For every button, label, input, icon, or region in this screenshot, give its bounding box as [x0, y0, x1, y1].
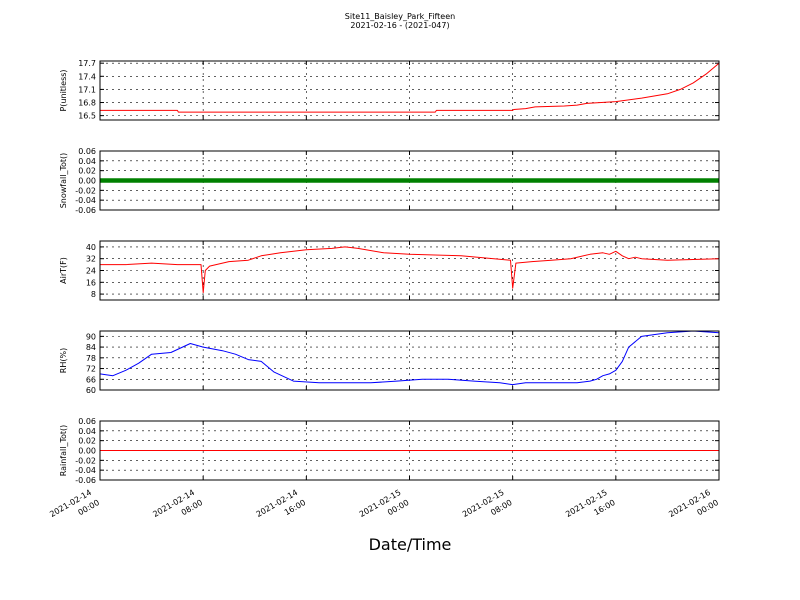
- y-tick-label: -0.04: [75, 466, 96, 475]
- y-tick-label: 0.00: [78, 447, 96, 456]
- y-tick-label: 40: [86, 243, 96, 252]
- chart-title: Site11_Baisley_Park_Fifteen: [344, 12, 456, 21]
- y-tick-label: -0.06: [75, 206, 96, 215]
- y-axis-label: RH(%): [59, 348, 68, 373]
- y-tick-label: 90: [86, 332, 96, 341]
- y-tick-label: 84: [86, 343, 96, 352]
- y-tick-label: 0.02: [78, 167, 96, 176]
- plot-frame: [99, 150, 720, 211]
- series-line: [100, 62, 720, 113]
- y-tick-label: -0.02: [75, 186, 96, 195]
- series-line: [100, 246, 720, 294]
- y-tick-label: 72: [86, 365, 96, 374]
- plot-frame: [99, 330, 720, 391]
- y-tick-label: 0.02: [78, 437, 96, 446]
- y-tick-label: -0.02: [75, 456, 96, 465]
- y-tick-label: 16.8: [78, 99, 96, 108]
- y-tick-label: -0.06: [75, 476, 96, 485]
- plot-frame: [99, 420, 720, 481]
- y-axis-label: AirT(F): [59, 257, 68, 284]
- y-tick-label: 0.06: [78, 147, 96, 156]
- series-line: [99, 330, 720, 386]
- y-tick-label: 17.1: [78, 85, 96, 94]
- y-tick-label: 8: [91, 290, 96, 299]
- y-axis-label: Snowfall_Tot(): [59, 153, 68, 209]
- y-tick-label: 24: [86, 267, 96, 276]
- y-axis-label: P(unitless): [59, 69, 68, 111]
- y-tick-label: 0.04: [78, 157, 96, 166]
- y-tick-label: 66: [86, 375, 96, 384]
- y-tick-label: 0.00: [78, 177, 96, 186]
- y-tick-label: 78: [86, 354, 96, 363]
- y-tick-label: 0.04: [78, 427, 96, 436]
- x-axis-label: Date/Time: [368, 535, 452, 554]
- y-tick-label: 0.06: [78, 417, 96, 426]
- y-axis-label: Rainfall_Tot(): [59, 425, 68, 477]
- y-tick-label: -0.04: [75, 196, 96, 205]
- y-tick-label: 60: [86, 386, 96, 395]
- y-tick-label: 32: [86, 255, 96, 264]
- y-tick-label: 16.5: [78, 112, 96, 121]
- y-tick-label: 16: [86, 278, 96, 287]
- plot-frame: [99, 240, 720, 301]
- y-tick-label: 17.7: [78, 59, 96, 68]
- chart-subtitle: 2021-02-16 - (2021-047): [350, 21, 450, 30]
- y-tick-label: 17.4: [78, 72, 96, 81]
- plot-frame: [99, 60, 720, 121]
